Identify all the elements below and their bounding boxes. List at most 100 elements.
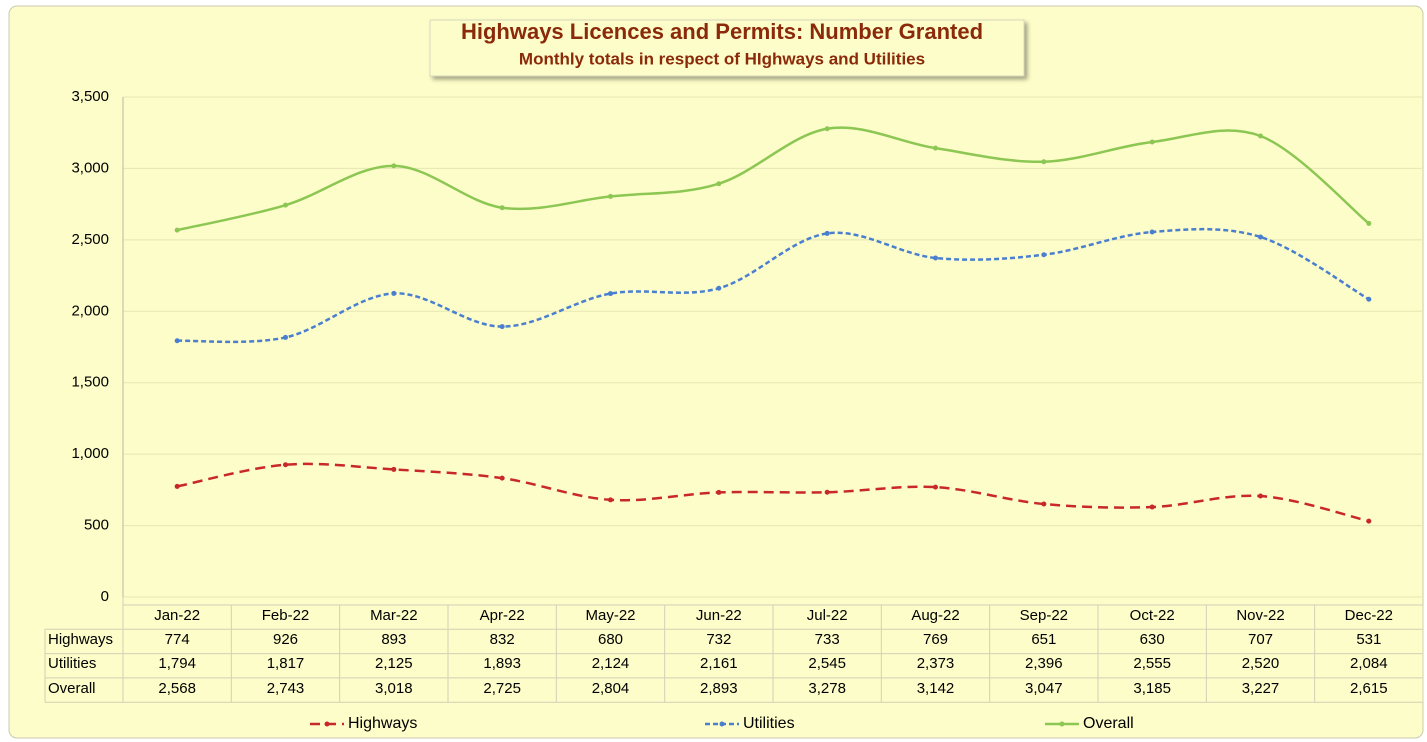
table-cell: 531 xyxy=(1356,631,1381,648)
table-cell: 2,125 xyxy=(375,655,413,672)
point-marker xyxy=(174,338,180,344)
legend-label: Utilities xyxy=(743,715,795,732)
row-header: Utilities xyxy=(48,655,96,672)
x-tick-label: Apr-22 xyxy=(480,607,525,624)
x-tick-label: Mar-22 xyxy=(370,607,418,624)
series-line xyxy=(176,126,1370,232)
y-tick-label: 1,500 xyxy=(71,374,109,391)
point-marker xyxy=(1366,518,1372,524)
point-marker xyxy=(824,489,830,495)
table-cell: 2,373 xyxy=(917,655,955,672)
table-cell: 832 xyxy=(490,631,515,648)
y-tick-label: 0 xyxy=(101,588,109,605)
point-marker xyxy=(499,475,505,481)
point-marker xyxy=(608,291,613,297)
point-marker xyxy=(716,489,722,495)
table-cell: 707 xyxy=(1248,631,1273,648)
point-marker xyxy=(933,484,938,490)
point-marker xyxy=(1258,133,1263,139)
y-tick-label: 3,500 xyxy=(71,88,109,105)
x-tick-label: Sep-22 xyxy=(1020,607,1068,624)
table-cell: 651 xyxy=(1031,631,1056,648)
point-marker xyxy=(174,227,180,233)
table-cell: 2,520 xyxy=(1242,655,1280,672)
table-cell: 926 xyxy=(273,631,298,648)
table-cell: 1,817 xyxy=(267,655,305,672)
point-marker xyxy=(608,497,613,503)
point-marker xyxy=(1366,296,1372,302)
point-marker xyxy=(933,255,938,261)
point-marker xyxy=(499,205,505,211)
point-marker xyxy=(283,334,288,340)
legend-label: Overall xyxy=(1083,715,1134,732)
point-marker xyxy=(391,466,397,472)
legend-marker xyxy=(324,721,330,727)
table-cell: 3,185 xyxy=(1133,680,1171,697)
chart-subtitle: Monthly totals in respect of HIghways an… xyxy=(519,49,925,68)
y-tick-label: 2,500 xyxy=(71,231,109,248)
x-tick-label: Feb-22 xyxy=(262,607,310,624)
point-marker xyxy=(391,163,397,169)
point-marker xyxy=(391,290,397,296)
table-cell: 893 xyxy=(381,631,406,648)
point-marker xyxy=(1149,139,1155,145)
row-header: Overall xyxy=(48,680,96,697)
table-cell: 769 xyxy=(923,631,948,648)
x-tick-label: Nov-22 xyxy=(1236,607,1284,624)
table-cell: 732 xyxy=(706,631,731,648)
x-tick-label: Jun-22 xyxy=(696,607,742,624)
point-marker xyxy=(174,483,180,489)
point-marker xyxy=(608,193,613,199)
point-marker xyxy=(283,202,288,208)
chart-background xyxy=(8,5,1424,739)
legend-label: Highways xyxy=(348,715,417,732)
point-marker xyxy=(499,324,505,330)
table-cell: 3,227 xyxy=(1242,680,1280,697)
y-tick-label: 2,000 xyxy=(71,302,109,319)
y-tick-label: 1,000 xyxy=(71,445,109,462)
table-cell: 2,396 xyxy=(1025,655,1063,672)
point-marker xyxy=(1149,504,1155,510)
table-cell: 2,124 xyxy=(592,655,630,672)
table-cell: 774 xyxy=(165,631,190,648)
y-tick-label: 3,000 xyxy=(71,159,109,176)
point-marker xyxy=(1258,493,1263,499)
point-marker xyxy=(1149,229,1155,235)
table-cell: 3,018 xyxy=(375,680,413,697)
table-cell: 733 xyxy=(815,631,840,648)
point-marker xyxy=(283,462,288,468)
point-marker xyxy=(1258,234,1263,240)
table-cell: 2,804 xyxy=(592,680,630,697)
table-cell: 2,893 xyxy=(700,680,738,697)
table-cell: 2,084 xyxy=(1350,655,1388,672)
table-cell: 2,725 xyxy=(483,680,521,697)
legend-marker xyxy=(719,721,725,727)
point-marker xyxy=(933,145,938,151)
table-cell: 3,047 xyxy=(1025,680,1063,697)
chart-title: Highways Licences and Permits: Number Gr… xyxy=(461,19,983,44)
table-cell: 2,743 xyxy=(267,680,305,697)
point-marker xyxy=(1041,252,1047,258)
series-line xyxy=(177,227,1370,344)
point-marker xyxy=(716,181,722,187)
table-cell: 1,794 xyxy=(158,655,196,672)
table-cell: 2,161 xyxy=(700,655,738,672)
point-marker xyxy=(1041,159,1047,165)
x-tick-label: Jul-22 xyxy=(807,607,848,624)
table-cell: 3,278 xyxy=(808,680,846,697)
table-cell: 680 xyxy=(598,631,623,648)
point-marker xyxy=(1041,501,1047,507)
table-cell: 2,615 xyxy=(1350,680,1388,697)
x-tick-label: Aug-22 xyxy=(911,607,959,624)
x-tick-label: Dec-22 xyxy=(1345,607,1393,624)
x-tick-label: Jan-22 xyxy=(154,607,200,624)
point-marker xyxy=(824,230,830,236)
point-marker xyxy=(716,285,722,291)
point-marker xyxy=(1366,220,1372,226)
y-tick-label: 500 xyxy=(84,517,109,534)
point-marker xyxy=(824,126,830,132)
title-box xyxy=(429,19,1025,77)
row-header: Highways xyxy=(48,631,113,648)
legend-marker xyxy=(1059,721,1065,727)
